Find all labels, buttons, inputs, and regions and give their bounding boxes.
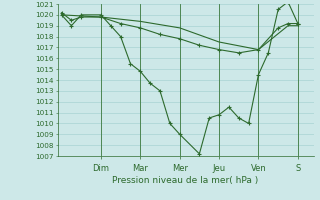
X-axis label: Pression niveau de la mer( hPa ): Pression niveau de la mer( hPa ) [112, 176, 259, 185]
